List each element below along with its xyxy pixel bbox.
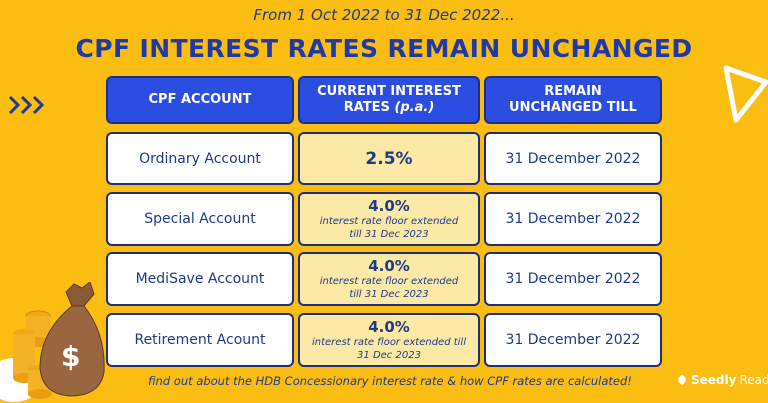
- header-rate-line1: CURRENT INTEREST: [317, 84, 461, 99]
- till-retirement: 31 December 2022: [484, 313, 662, 367]
- header-current-rates: CURRENT INTEREST RATES (p.a.): [298, 76, 480, 124]
- header-rate-line2: RATES: [343, 100, 390, 115]
- row-retirement-account: Retirement Acount: [106, 313, 294, 367]
- header-rate-line2-wrap: RATES (p.a.): [344, 100, 435, 116]
- seedly-logo-icon: [678, 375, 686, 385]
- row-ordinary-account: Ordinary Account: [106, 132, 294, 185]
- brand-name-1: Seedly: [691, 373, 737, 387]
- rate-note-line2: till 31 Dec 2023: [349, 289, 429, 300]
- till-date: 31 December 2022: [505, 211, 641, 227]
- rate-value: 4.0%: [368, 197, 410, 215]
- page-title: CPF INTEREST RATES REMAIN UNCHANGED: [75, 34, 693, 63]
- coin-stack-icon: [13, 310, 52, 399]
- header-rate-pa: (p.a.): [394, 100, 435, 115]
- rate-note-line1: interest rate floor extended till: [311, 337, 466, 348]
- till-special: 31 December 2022: [484, 192, 662, 246]
- rate-note-line1: interest rate floor extended: [319, 216, 459, 227]
- rate-note-line1: interest rate floor extended: [319, 276, 459, 287]
- account-name: Ordinary Account: [139, 150, 261, 167]
- brand-logo: SeedlyReads: [676, 373, 768, 387]
- till-date: 31 December 2022: [505, 332, 641, 348]
- rate-value: 4.0%: [368, 318, 410, 336]
- till-ordinary: 31 December 2022: [484, 132, 662, 185]
- row-medisave-account: MediSave Account: [106, 252, 294, 306]
- chevrons-right-icon: [8, 95, 45, 115]
- svg-text:$: $: [61, 340, 80, 373]
- till-date: 31 December 2022: [505, 271, 641, 287]
- rate-ordinary: 2.5%: [298, 132, 480, 185]
- account-name: Retirement Acount: [134, 332, 266, 348]
- header-remain-unchanged: REMAIN UNCHANGED TILL: [484, 76, 662, 124]
- rate-note-line2: till 31 Dec 2023: [349, 229, 429, 240]
- header-till-line1: REMAIN: [544, 84, 602, 99]
- row-special-account: Special Account: [106, 192, 294, 246]
- subtitle: From 1 Oct 2022 to 31 Dec 2022...: [253, 6, 515, 24]
- till-medisave: 31 December 2022: [484, 252, 662, 306]
- rate-value: 4.0%: [368, 257, 410, 275]
- rate-special: 4.0% interest rate floor extended till 3…: [298, 192, 480, 246]
- header-till-line2: UNCHANGED TILL: [509, 100, 637, 115]
- header-cpf-account: CPF ACCOUNT: [106, 76, 294, 124]
- footer-link-text[interactable]: find out about the HDB Concessionary int…: [148, 374, 632, 388]
- account-name: Special Account: [144, 211, 256, 227]
- rate-retirement: 4.0% interest rate floor extended till 3…: [298, 313, 480, 367]
- rate-value: 2.5%: [365, 148, 413, 169]
- rate-note-line2: 31 Dec 2023: [357, 350, 421, 361]
- triangle-outline-icon: [723, 65, 768, 123]
- header-account-label: CPF ACCOUNT: [148, 92, 252, 107]
- money-bag-icon: $: [0, 282, 105, 402]
- brand-name-2: Reads: [739, 373, 768, 387]
- account-name: MediSave Account: [135, 271, 265, 287]
- rate-medisave: 4.0% interest rate floor extended till 3…: [298, 252, 480, 306]
- till-date: 31 December 2022: [505, 150, 641, 167]
